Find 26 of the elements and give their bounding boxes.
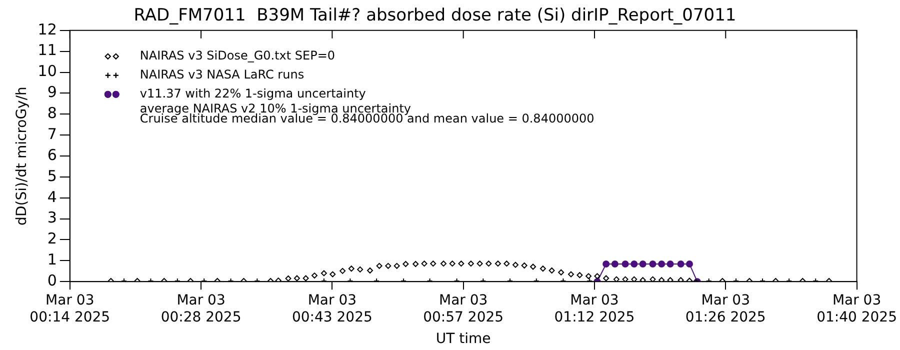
y-tick-label: 1	[47, 250, 57, 269]
y-tick-label: 0	[47, 271, 57, 290]
y-tick-label: 4	[47, 188, 57, 206]
y-tick-label: 2	[47, 230, 57, 248]
y-tick-label: 3	[47, 208, 57, 227]
y-tick-label: 12	[38, 20, 57, 38]
x-tick-label: Mar 03 01:12 2025	[554, 292, 635, 326]
y-axis-title: dD(Si)/dt microGy/h	[14, 86, 30, 226]
y-tick-label: 6	[47, 146, 57, 164]
y-tick-label: 10	[38, 62, 57, 80]
y-tick-label: 8	[47, 104, 57, 122]
y-tick-label: 5	[47, 166, 57, 185]
x-tick-label: Mar 03 00:43 2025	[292, 292, 372, 326]
x-tick-label: Mar 03 00:57 2025	[423, 292, 504, 326]
x-axis-title: UT time	[436, 331, 491, 348]
y-tick-label: 9	[47, 83, 57, 102]
legend-label: v11.37 with 22% 1-sigma uncertainty	[140, 86, 366, 101]
x-tick-label: Mar 03 00:28 2025	[160, 292, 242, 326]
legend-label: NAIRAS v3 SiDose_G0.txt SEP=0	[140, 48, 336, 63]
x-tick-label: Mar 03 01:26 2025	[685, 292, 766, 326]
legend-label: NAIRAS v3 NASA LaRC runs	[140, 68, 304, 82]
x-tick-label: Mar 03 01:40 2025	[816, 292, 898, 326]
chart-title: RAD_FM7011 B39M Tail#? absorbed dose rate (Si) dirIP_Report_07011	[134, 6, 736, 26]
y-tick-label: 11	[38, 41, 57, 60]
y-tick-label: 7	[47, 124, 57, 143]
x-tick-label: Mar 03 00:14 2025	[30, 292, 110, 326]
